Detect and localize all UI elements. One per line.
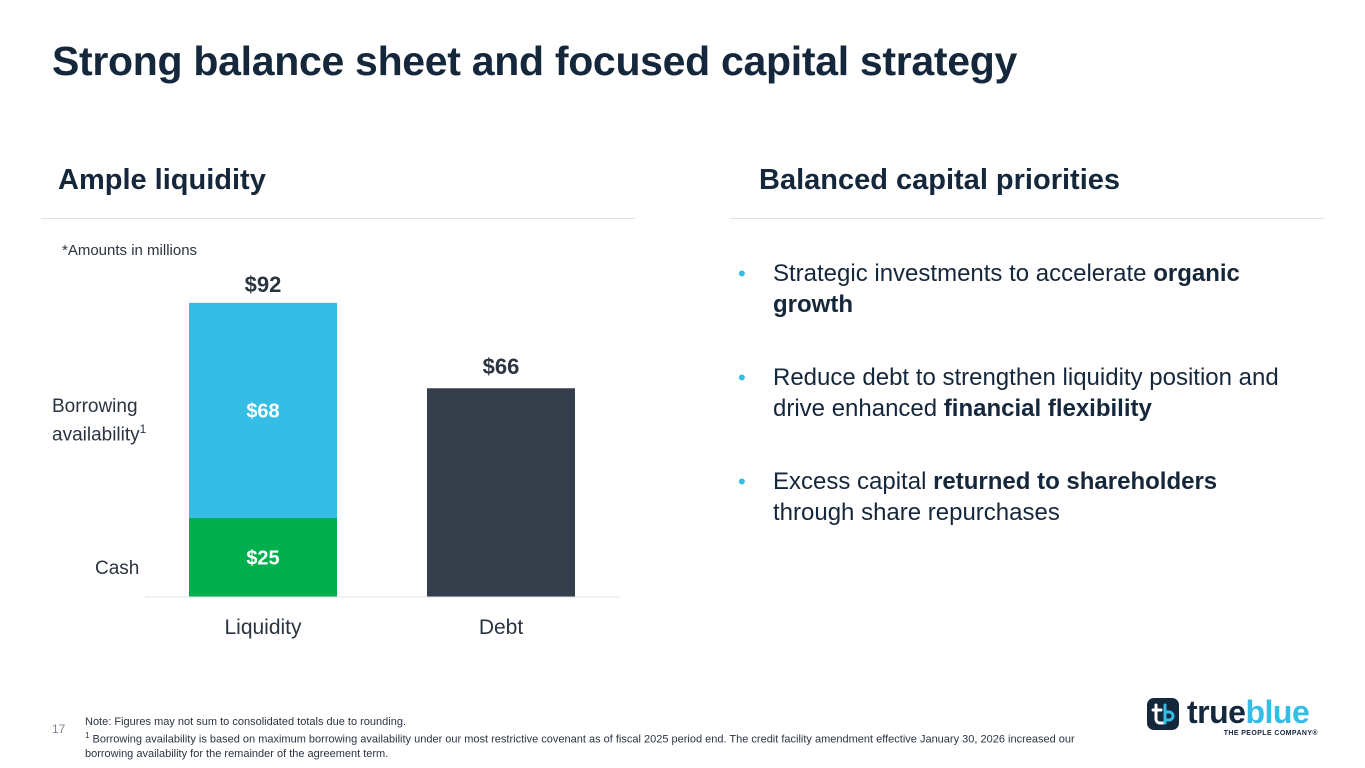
left-divider <box>41 218 635 219</box>
bar-data-label: $25 <box>246 547 279 569</box>
bullet-dot: • <box>738 469 746 494</box>
bullet-3-post: through share repurchases <box>773 499 1060 526</box>
logo-word-blue: blue <box>1245 694 1310 730</box>
logo-word-true: true <box>1187 694 1246 730</box>
bullet-2-bold: financial flexibility <box>943 395 1152 422</box>
bullet-3-text: Excess capital <box>773 468 934 495</box>
logo-mark-icon <box>1147 698 1179 730</box>
liquidity-debt-bar-chart: $25 $68 $92 Liquidity $66 Debt <box>145 272 620 639</box>
legend-borrowing-availability: Borrowing availability1 <box>52 395 146 446</box>
logo-tagline: THE PEOPLE COMPANY® <box>1223 730 1318 737</box>
priority-bullet-1: • Strategic investments to accelerate or… <box>738 258 1298 320</box>
trueblue-logo: trueblue THE PEOPLE COMPANY® <box>1147 694 1322 744</box>
footnote: Note: Figures may not sum to consolidate… <box>85 715 1125 761</box>
right-section-heading: Balanced capital priorities <box>759 164 1121 196</box>
bullet-1-bold: organic growth <box>773 260 1240 318</box>
x-tick-label: Liquidity <box>224 616 302 639</box>
bar-liquidity-cash <box>189 517 337 597</box>
bullet-1-text: Strategic investments to accelerate <box>773 260 1154 287</box>
legend-borrowing-line1: Borrowing <box>52 396 138 417</box>
footnote-text: Borrowing availability is based on maxim… <box>85 733 1075 760</box>
bar-debt-debt <box>427 388 575 597</box>
x-tick-label: Debt <box>479 616 524 639</box>
priority-bullet-2: • Reduce debt to strengthen liquidity po… <box>738 362 1298 424</box>
bar-total-label: $66 <box>483 354 520 379</box>
page-number: 17 <box>52 722 66 736</box>
bar-data-label: $68 <box>246 400 279 422</box>
units-note: *Amounts in millions <box>62 242 198 259</box>
bar-liquidity-borrowing-availability <box>189 302 337 518</box>
right-divider <box>730 218 1324 219</box>
logo-glyph-icon <box>1151 703 1175 725</box>
priority-bullet-3: • Excess capital returned to shareholder… <box>738 466 1298 528</box>
page-title: Strong balance sheet and focused capital… <box>52 38 1018 84</box>
bar-total-label: $92 <box>245 272 282 297</box>
legend-borrowing-line2: availability <box>52 424 140 446</box>
bullet-2-text: Reduce debt to strengthen liquidity posi… <box>773 364 1279 422</box>
left-section-heading: Ample liquidity <box>58 164 266 196</box>
legend-cash: Cash <box>95 558 140 579</box>
capital-priorities-list: • Strategic investments to accelerate or… <box>738 258 1298 570</box>
logo-wordmark: trueblue <box>1187 694 1310 731</box>
legend-borrowing-sup: 1 <box>139 422 147 436</box>
bullet-3-bold: returned to shareholders <box>933 468 1218 495</box>
rounding-note: Note: Figures may not sum to consolidate… <box>85 716 407 728</box>
bullet-dot: • <box>738 365 746 390</box>
borrowing-footnote: 1 Borrowing availability is based on max… <box>85 729 1125 761</box>
bullet-dot: • <box>738 261 746 286</box>
footnote-sup: 1 <box>85 731 90 740</box>
